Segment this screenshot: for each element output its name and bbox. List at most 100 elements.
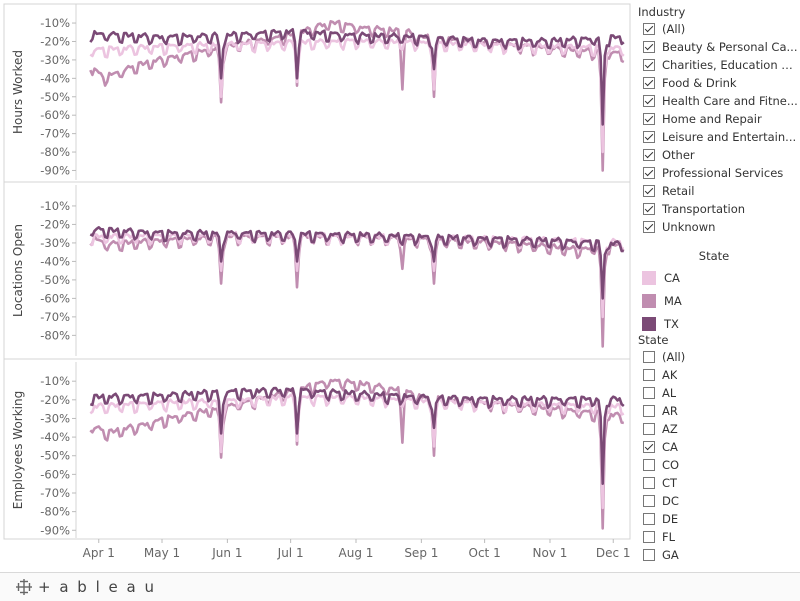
industry-filter-checkbox[interactable] xyxy=(643,131,655,143)
legend-item[interactable]: CA xyxy=(638,266,800,289)
state-filter-item[interactable]: (All) xyxy=(638,348,800,366)
state-filter-checkbox[interactable] xyxy=(643,477,655,489)
y-tick-label: -60% xyxy=(40,467,70,481)
state-filter-item-label: GA xyxy=(662,548,679,562)
y-tick-label: -30% xyxy=(40,53,70,67)
state-filter-checkbox[interactable] xyxy=(643,423,655,435)
series-line-tx xyxy=(89,386,625,486)
y-tick-label: -70% xyxy=(40,310,70,324)
y-axis-label: Hours Worked xyxy=(11,50,25,134)
industry-filter-item-label: Unknown xyxy=(662,220,716,234)
y-axis-label: Employees Working xyxy=(11,391,25,509)
industry-filter-checkbox[interactable] xyxy=(643,167,655,179)
state-filter-checkbox[interactable] xyxy=(643,549,655,561)
line-chart: -10% -20% -30% -40% -50% -60% -70% -80% -90% Hour… xyxy=(3,3,631,560)
state-filter-checkbox[interactable] xyxy=(643,531,655,543)
state-filter-item[interactable]: AR xyxy=(638,402,800,420)
y-tick-label: -50% xyxy=(40,273,70,287)
state-filter-checkbox[interactable] xyxy=(643,459,655,471)
state-filter-item-label: CO xyxy=(662,458,680,472)
state-filter-item-label: CA xyxy=(662,440,678,454)
industry-filter-item[interactable]: (All) xyxy=(638,20,800,38)
state-filter-item-label: AR xyxy=(662,404,678,418)
y-tick-label: -30% xyxy=(40,236,70,250)
industry-filter-checkbox[interactable] xyxy=(643,113,655,125)
industry-filter-item-label: Retail xyxy=(662,184,695,198)
state-filter-item-label: AL xyxy=(662,386,677,400)
industry-filter-item[interactable]: Home and Repair xyxy=(638,110,800,128)
chart-area: -10% -20% -30% -40% -50% -60% -70% -80% -90% Hour… xyxy=(3,3,631,560)
industry-filter-item[interactable]: Food & Drink xyxy=(638,74,800,92)
series-line-tx xyxy=(89,27,625,126)
industry-filter-item[interactable]: Health Care and Fitne... xyxy=(638,92,800,110)
state-filter-checkbox[interactable] xyxy=(643,351,655,363)
state-filter-checkbox[interactable] xyxy=(643,369,655,381)
industry-filter-title: Industry xyxy=(638,5,686,19)
state-filter-item[interactable]: DC xyxy=(638,492,800,510)
industry-filter-checkbox[interactable] xyxy=(643,77,655,89)
y-tick-label: -80% xyxy=(40,328,70,342)
industry-filter-item-label: Professional Services xyxy=(662,166,784,180)
series-line-ma xyxy=(89,378,624,530)
industry-filter-item[interactable]: Other xyxy=(638,146,800,164)
state-filter-item[interactable]: AK xyxy=(638,366,800,384)
industry-filter-checkbox[interactable] xyxy=(643,95,655,107)
series-line-ca xyxy=(89,36,625,154)
industry-filter-checkbox[interactable] xyxy=(643,59,655,71)
industry-filter-checkbox[interactable] xyxy=(643,41,655,53)
industry-filter-item-label: Food & Drink xyxy=(662,76,737,90)
legend-label: TX xyxy=(664,316,679,331)
state-filter-checkbox[interactable] xyxy=(643,513,655,525)
state-filter-title: State xyxy=(638,333,669,347)
legend-item[interactable]: TX xyxy=(638,312,800,335)
state-filter-checkbox[interactable] xyxy=(643,405,655,417)
x-tick-label: Nov 1 xyxy=(533,546,568,560)
y-tick-label: -10% xyxy=(40,16,70,30)
industry-filter-item[interactable]: Charities, Education &... xyxy=(638,56,800,74)
state-filter-item[interactable]: FL xyxy=(638,528,800,546)
state-filter: State (All) AK AL AR AZ CA CO CT DC DE FL GA xyxy=(638,332,800,570)
tableau-logo[interactable]: + a b l e a u xyxy=(14,577,156,597)
industry-filter-item[interactable]: Professional Services xyxy=(638,164,800,182)
state-filter-checkbox[interactable] xyxy=(643,441,655,453)
state-filter-item-label: (All) xyxy=(662,350,686,364)
industry-filter-checkbox[interactable] xyxy=(643,221,655,233)
y-axis-label: Locations Open xyxy=(11,224,25,317)
series-line-ma xyxy=(89,232,625,348)
industry-filter-checkbox[interactable] xyxy=(643,149,655,161)
industry-filter-item-label: Beauty & Personal Ca... xyxy=(662,40,798,54)
industry-filter-item[interactable]: Beauty & Personal Ca... xyxy=(638,38,800,56)
state-filter-item[interactable]: CA xyxy=(638,438,800,456)
state-filter-item-label: CT xyxy=(662,476,678,490)
footer-toolbar: + a b l e a u xyxy=(0,572,800,601)
legend-swatch xyxy=(642,316,656,331)
legend-label: CA xyxy=(664,270,680,285)
state-filter-item[interactable]: DE xyxy=(638,510,800,528)
state-filter-checkbox[interactable] xyxy=(643,387,655,399)
legend-title: State xyxy=(698,249,730,263)
industry-filter-item-label: Other xyxy=(662,148,695,162)
state-filter-item-label: AZ xyxy=(662,422,678,436)
state-filter-item-label: FL xyxy=(662,530,676,544)
state-filter-item-label: DC xyxy=(662,494,679,508)
state-filter-item[interactable]: GA xyxy=(638,546,800,564)
legend-swatch xyxy=(642,293,656,308)
state-filter-item[interactable]: AL xyxy=(638,384,800,402)
industry-filter-checkbox[interactable] xyxy=(643,203,655,215)
series-line-ca xyxy=(89,392,625,510)
industry-filter-checkbox[interactable] xyxy=(643,23,655,35)
industry-filter-item[interactable]: Transportation xyxy=(638,200,800,218)
x-tick-label: Sep 1 xyxy=(404,546,438,560)
y-tick-label: -40% xyxy=(40,71,70,85)
industry-filter-item[interactable]: Retail xyxy=(638,182,800,200)
state-filter-item[interactable]: AZ xyxy=(638,420,800,438)
state-filter-item[interactable]: CT xyxy=(638,474,800,492)
industry-filter-item[interactable]: Unknown xyxy=(638,218,800,236)
y-tick-label: -40% xyxy=(40,430,70,444)
state-filter-checkbox[interactable] xyxy=(643,495,655,507)
industry-filter-item[interactable]: Leisure and Entertain... xyxy=(638,128,800,146)
industry-filter-checkbox[interactable] xyxy=(643,185,655,197)
state-filter-item[interactable]: CO xyxy=(638,456,800,474)
legend-item[interactable]: MA xyxy=(638,289,800,312)
legend-label: MA xyxy=(664,293,682,308)
